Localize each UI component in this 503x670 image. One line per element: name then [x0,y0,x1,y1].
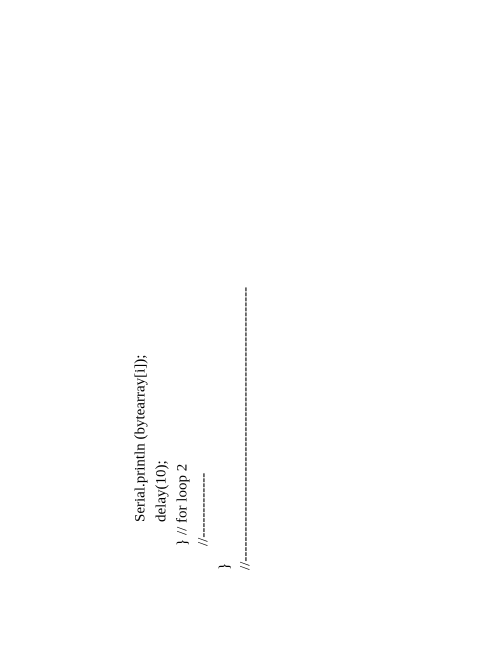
code-line-4: //------------- [193,0,214,570]
code-block: Serial.println (bytearray[i]); delay(10)… [0,0,503,670]
code-line-6: //--------------------------------------… [235,0,256,570]
code-line-1: Serial.println (bytearray[i]); [130,0,151,570]
code-line-3: } // for loop 2 [172,0,193,570]
code-line-2: delay(10); [151,0,172,570]
code-line-5: } [214,0,235,570]
